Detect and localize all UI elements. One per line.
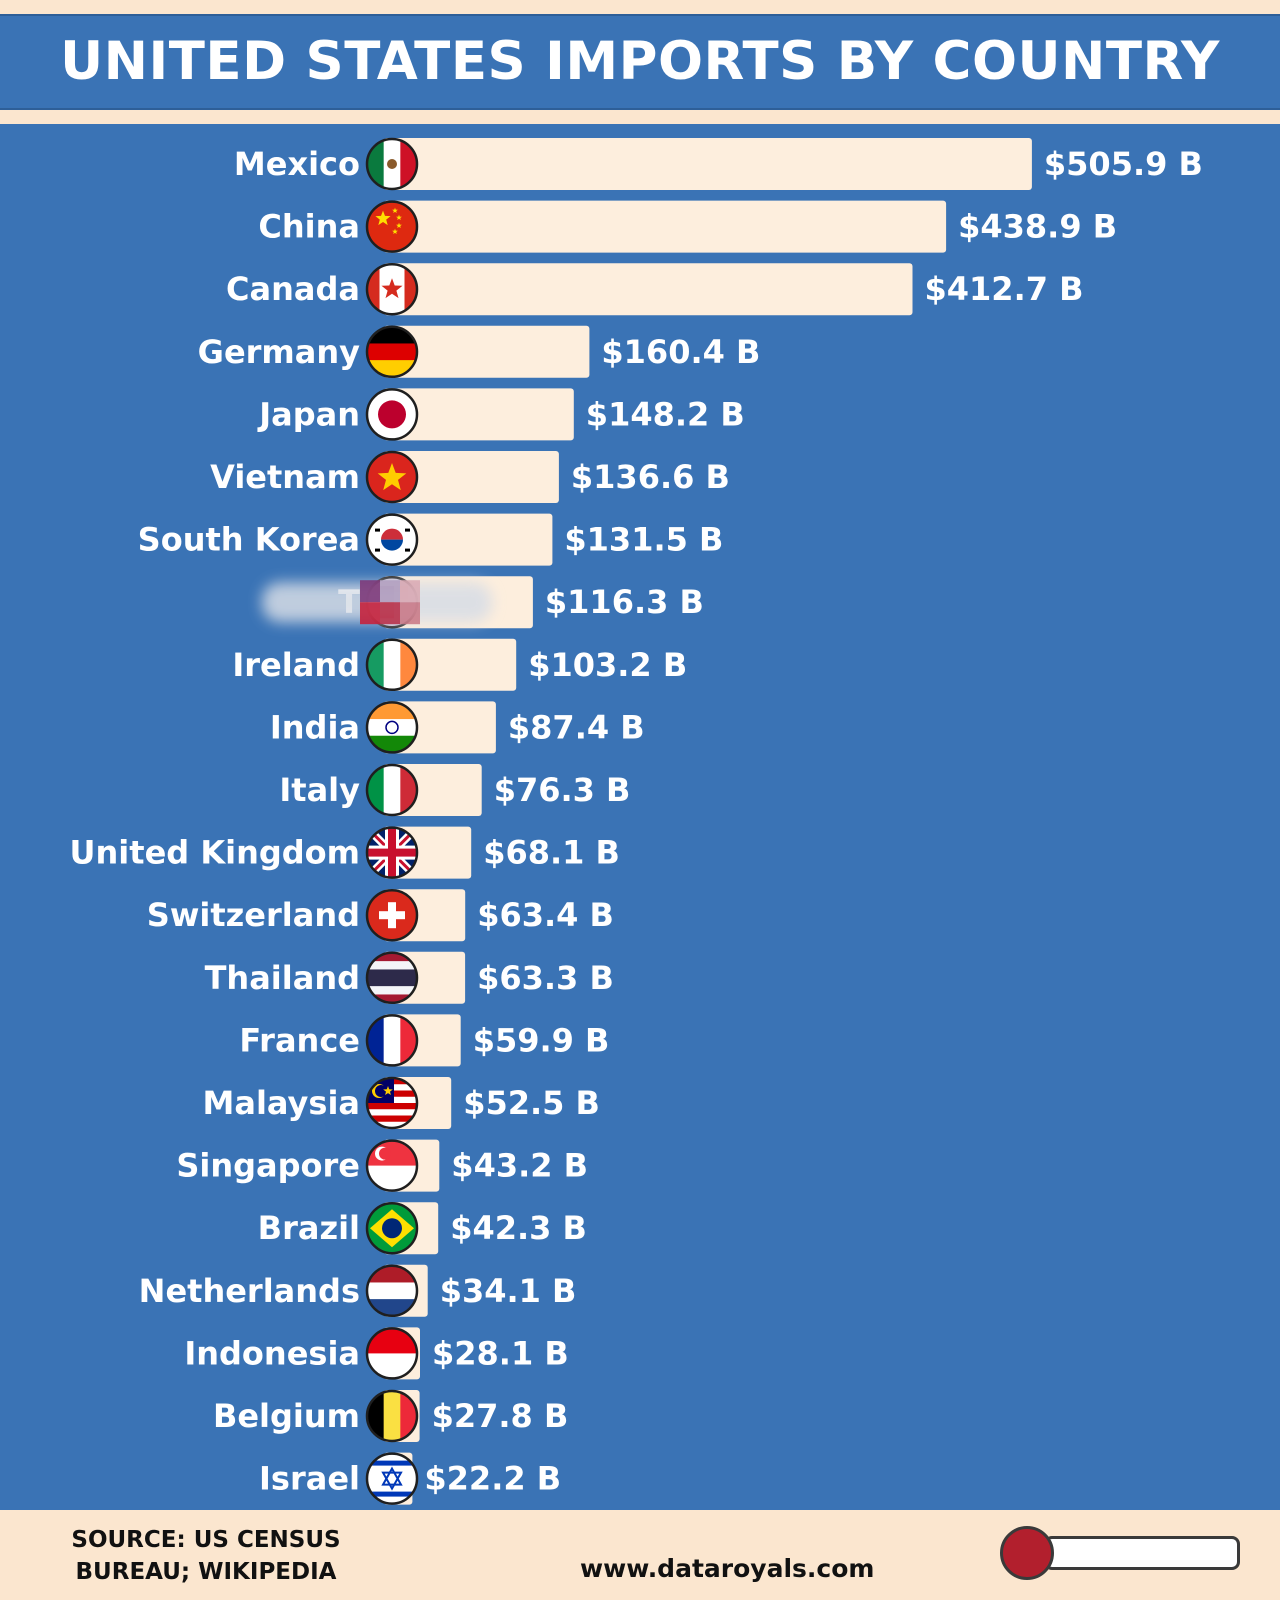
country-label: Malaysia — [203, 1084, 360, 1122]
value-label: $103.2 B — [528, 646, 687, 684]
blur-pixel — [360, 602, 380, 625]
indonesia-flag-icon — [365, 1327, 419, 1380]
blur-pixel — [360, 580, 380, 603]
country-label: Indonesia — [184, 1334, 360, 1372]
netherlands-flag-icon — [365, 1264, 419, 1318]
singapore-flag-icon — [365, 1139, 419, 1192]
value-label: $136.6 B — [571, 458, 730, 496]
country-label: Singapore — [176, 1147, 360, 1185]
bar-mexico — [384, 138, 1032, 190]
israel-flag-icon — [365, 1452, 419, 1505]
title-band: UNITED STATES IMPORTS BY COUNTRY 2024 — [0, 14, 1280, 184]
country-label: Germany — [198, 333, 360, 371]
country-label: Belgium — [213, 1397, 360, 1435]
bar-vietnam — [384, 451, 559, 503]
logo-bar-icon — [1044, 1536, 1240, 1570]
value-label: $63.4 B — [477, 896, 614, 934]
source-line-1: SOURCE: US CENSUS — [71, 1527, 341, 1553]
bar-chart: $505.9 B Mexico $438.9 B China $412.7 B Canad… — [70, 137, 1203, 1505]
country-label: Brazil — [258, 1209, 360, 1247]
value-label: $116.3 B — [545, 583, 704, 621]
value-label: $43.2 B — [451, 1147, 588, 1185]
blur-pixel — [400, 602, 420, 625]
switzerland-flag-icon — [365, 888, 419, 942]
country-label: France — [239, 1021, 360, 1059]
japan-flag-icon — [365, 388, 419, 441]
value-label: $412.7 B — [925, 270, 1084, 308]
footer: SOURCE: US CENSUS BUREAU; WIKIPEDIA www.… — [0, 1510, 1280, 1600]
belgium-flag-icon — [365, 1389, 419, 1443]
ireland-flag-icon — [365, 638, 419, 692]
bar-germany — [384, 325, 590, 378]
value-label: $68.1 B — [483, 834, 620, 872]
country-label: Israel — [259, 1460, 360, 1498]
chart-panel: $505.9 B Mexico $438.9 B China $412.7 B Canad… — [0, 124, 1280, 1510]
value-label: $87.4 B — [508, 708, 645, 746]
country-label: Ireland — [232, 646, 360, 684]
value-label: $52.5 B — [463, 1084, 600, 1122]
china-flag-icon — [365, 200, 419, 253]
country-label: Japan — [257, 395, 360, 433]
country-label: Canada — [226, 270, 360, 308]
brand-logo — [1000, 1526, 1244, 1582]
country-label: India — [270, 708, 360, 746]
country-label: Thailand — [205, 959, 360, 997]
france-flag-icon — [365, 1014, 419, 1067]
value-label: $63.3 B — [477, 959, 614, 997]
value-label: $76.3 B — [494, 771, 631, 809]
value-label: $505.9 B — [1044, 145, 1203, 183]
canada-flag-icon — [365, 262, 419, 316]
value-label: $148.2 B — [586, 395, 745, 433]
value-label: $131.5 B — [564, 521, 723, 559]
country-label: Netherlands — [139, 1272, 360, 1310]
website-link[interactable]: www.dataroyals.com — [580, 1554, 875, 1583]
bar-china — [384, 200, 947, 253]
country-label: South Korea — [138, 521, 360, 559]
bar-ireland — [384, 638, 517, 691]
south-korea-flag-icon — [365, 513, 419, 566]
country-label: Italy — [279, 771, 360, 809]
country-label: United Kingdom — [70, 834, 360, 872]
blur-pixel — [380, 580, 400, 603]
country-label: China — [258, 208, 360, 246]
mexico-flag-icon — [365, 137, 419, 191]
page-title: UNITED STATES IMPORTS BY COUNTRY 2024 — [60, 31, 1220, 184]
germany-flag-icon — [365, 325, 419, 379]
value-label: $22.2 B — [424, 1460, 561, 1498]
value-label: $59.9 B — [473, 1021, 610, 1059]
value-label: $42.3 B — [450, 1209, 587, 1247]
source-line-2: BUREAU; WIKIPEDIA — [75, 1559, 337, 1585]
logo-circle-icon — [1000, 1526, 1054, 1580]
source-note: SOURCE: US CENSUS BUREAU; WIKIPEDIA — [56, 1524, 356, 1588]
country-label: Mexico — [234, 145, 360, 183]
thailand-flag-icon — [365, 951, 419, 1005]
country-label: Vietnam — [210, 458, 360, 496]
value-label: $28.1 B — [432, 1334, 569, 1372]
malaysia-flag-icon — [365, 1076, 419, 1130]
blur-pixel — [400, 580, 420, 603]
vietnam-flag-icon — [365, 450, 419, 504]
value-label: $34.1 B — [440, 1272, 577, 1310]
bar-south-korea — [384, 513, 553, 566]
value-label: $438.9 B — [958, 208, 1117, 246]
united-kingdom-flag-icon — [365, 826, 419, 879]
value-label: $27.8 B — [432, 1397, 569, 1435]
blur-pixel — [380, 602, 400, 625]
value-label: $160.4 B — [601, 333, 760, 371]
bar-japan — [384, 388, 574, 441]
italy-flag-icon — [365, 763, 419, 817]
country-label: Switzerland — [147, 896, 360, 934]
india-flag-icon — [365, 701, 419, 754]
bar-canada — [384, 263, 913, 316]
brazil-flag-icon — [365, 1201, 419, 1255]
